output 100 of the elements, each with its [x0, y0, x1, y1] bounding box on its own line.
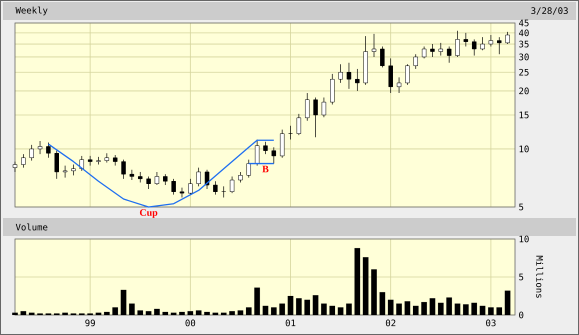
- bar: [312, 295, 318, 316]
- candlestick: [130, 169, 134, 180]
- y-tick-label: 10: [520, 236, 529, 242]
- bar: [396, 304, 402, 316]
- bar: [262, 306, 268, 316]
- y-tick-label: 25: [519, 68, 529, 76]
- bar: [188, 311, 194, 316]
- y-tick-label: 5: [519, 274, 524, 280]
- candlestick: [346, 62, 352, 90]
- bar: [196, 310, 202, 316]
- candlestick: [455, 30, 460, 58]
- candlestick: [104, 152, 110, 163]
- y-axis-title: Millions: [536, 256, 544, 298]
- candlestick: [480, 36, 485, 51]
- bar: [412, 306, 419, 316]
- text: 3/28/03: [531, 7, 568, 15]
- y-tick-label: 45: [518, 20, 529, 26]
- candlestick: [88, 156, 92, 166]
- candlestick: [121, 159, 126, 180]
- bar: [170, 312, 176, 316]
- bar: [62, 312, 68, 316]
- candlestick: [422, 46, 426, 59]
- bar: [96, 312, 102, 316]
- candlestick: [96, 156, 101, 165]
- bar: [480, 306, 486, 316]
- candlestick: [204, 169, 210, 190]
- x-tick-label: 00: [186, 320, 196, 326]
- bar: [146, 311, 152, 316]
- annotation: B: [262, 166, 269, 172]
- bar: [246, 307, 252, 316]
- y-tick-label: 30: [519, 54, 529, 60]
- x-tick-label: 99: [85, 320, 95, 326]
- bar: [288, 296, 294, 316]
- bar: [371, 269, 377, 316]
- candlestick: [414, 54, 418, 70]
- candlestick: [188, 178, 193, 195]
- candlestick: [313, 97, 318, 138]
- candlestick: [322, 97, 326, 118]
- candlestick: [163, 174, 168, 186]
- candlestick: [263, 141, 268, 154]
- candlestick: [29, 144, 34, 161]
- bar: [404, 301, 410, 316]
- candlestick: [62, 165, 68, 178]
- bar: [104, 312, 110, 316]
- candlestick: [405, 64, 410, 86]
- candlestick: [154, 172, 160, 186]
- bar: [212, 312, 218, 316]
- y-tick-label: 0: [519, 312, 524, 318]
- bar: [28, 312, 35, 316]
- bar: [254, 288, 260, 316]
- bar: [329, 306, 336, 316]
- candlestick: [330, 74, 335, 105]
- bar: [112, 307, 118, 316]
- bar: [338, 307, 344, 316]
- y-tick-label: 10: [520, 146, 529, 152]
- y-tick-label: 35: [519, 40, 529, 48]
- candlestick: [246, 159, 252, 178]
- bar: [321, 304, 327, 316]
- bar: [430, 298, 436, 316]
- candlestick: [280, 129, 284, 158]
- bar: [129, 304, 135, 316]
- candlestick: [396, 77, 402, 94]
- candlestick: [488, 34, 494, 47]
- candlestick: [46, 142, 51, 158]
- bar: [354, 248, 360, 316]
- candlestick: [430, 44, 435, 58]
- y-tick-label: 15: [520, 112, 529, 118]
- candlestick: [338, 64, 343, 84]
- bar: [438, 302, 444, 316]
- candlestick: [230, 176, 234, 194]
- chart-title: Weekly: [16, 6, 48, 16]
- candlestick: [180, 187, 184, 198]
- bar: [346, 304, 352, 316]
- annotation: Cup: [140, 209, 158, 218]
- y-tick-label: 40: [518, 29, 529, 36]
- candlestick: [464, 32, 468, 47]
- x-tick-label: 03: [486, 320, 496, 326]
- bar: [471, 302, 478, 316]
- bar: [220, 312, 227, 316]
- bar: [421, 302, 427, 316]
- bar: [12, 312, 18, 316]
- x-tick-label: 02: [386, 320, 396, 326]
- bar: [20, 311, 26, 316]
- candlestick: [355, 68, 360, 92]
- bar: [362, 257, 368, 316]
- candlestick: [238, 172, 243, 183]
- bar: [271, 307, 277, 316]
- bar: [162, 312, 168, 316]
- candlestick: [54, 150, 59, 180]
- bar: [229, 311, 235, 316]
- bar: [446, 297, 452, 316]
- candlestick: [213, 180, 218, 195]
- bar: [296, 298, 302, 316]
- bar: [154, 308, 160, 316]
- bar: [504, 290, 510, 316]
- candlestick: [438, 42, 444, 56]
- candlestick: [505, 31, 510, 44]
- candlestick: [21, 154, 26, 168]
- candlestick: [146, 176, 151, 190]
- bar: [454, 304, 460, 316]
